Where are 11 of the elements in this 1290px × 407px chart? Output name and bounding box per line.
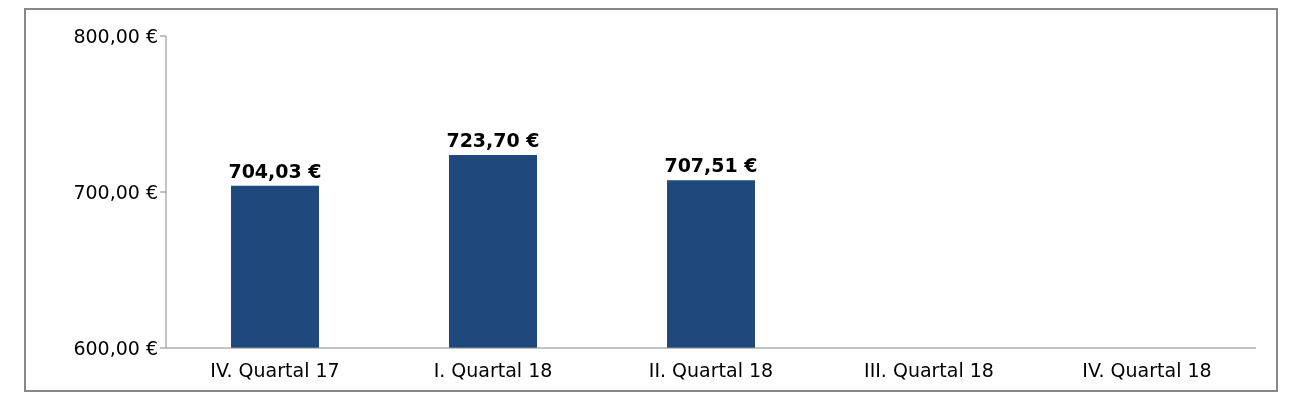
data-label: 723,70 € (446, 129, 540, 152)
data-label: 707,51 € (664, 154, 758, 177)
x-tick-label: IV. Quartal 17 (210, 359, 340, 382)
x-tick-label: IV. Quartal 18 (1082, 359, 1212, 382)
x-tick-label: I. Quartal 18 (433, 359, 553, 382)
y-tick-label: 800,00 € (73, 24, 158, 47)
x-tick-label: II. Quartal 18 (648, 359, 774, 382)
y-tick-label: 600,00 € (73, 336, 158, 359)
data-label: 704,03 € (228, 159, 322, 182)
y-tick-label: 700,00 € (73, 180, 158, 203)
x-tick-label: III. Quartal 18 (864, 359, 994, 382)
